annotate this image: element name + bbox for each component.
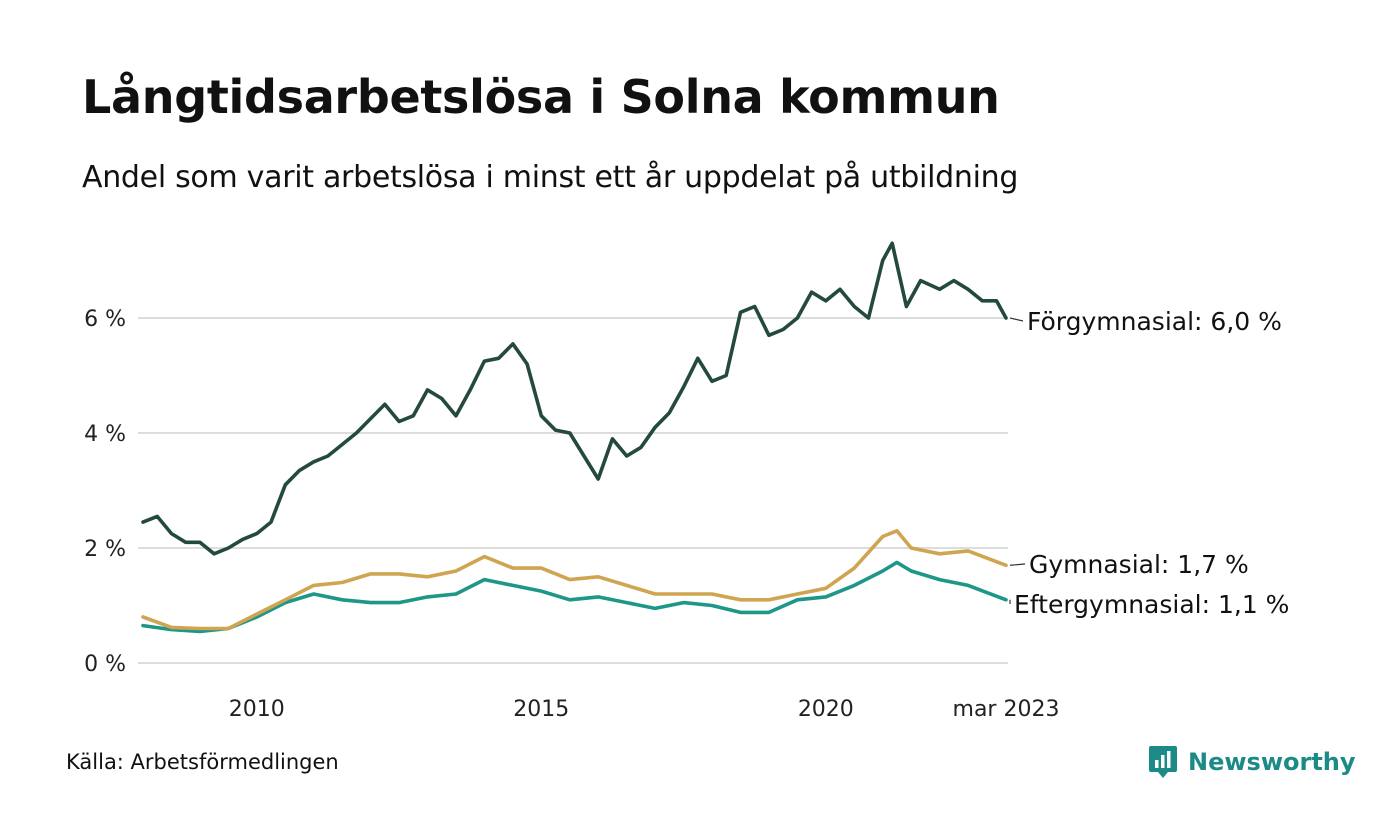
- x-tick-label: 2020: [798, 697, 854, 722]
- source-note: Källa: Arbetsförmedlingen: [66, 750, 339, 774]
- y-axis-ticks: 0 % 2 % 4 % 6 %: [84, 307, 126, 677]
- chart-title: Långtidsarbetslösa i Solna kommun: [82, 70, 1000, 124]
- series-end-labels: Eftergymnasial: 1,1 % Gymnasial: 1,7 % För…: [1009, 307, 1289, 619]
- x-axis-ticks: 2010 2015 2020 mar 2023: [229, 697, 1060, 722]
- x-tick-label: 2010: [229, 697, 285, 722]
- series-line-eftergymnasial: [141, 560, 1008, 634]
- label-leader: [1009, 563, 1026, 566]
- x-tick-label: 2015: [513, 697, 569, 722]
- y-tick-label: 6 %: [84, 307, 126, 332]
- x-tick-label: mar 2023: [953, 697, 1060, 722]
- gridlines: [138, 317, 1008, 664]
- y-tick-label: 4 %: [84, 422, 126, 447]
- brand-name: Newsworthy: [1188, 748, 1356, 776]
- chart-subtitle: Andel som varit arbetslösa i minst ett å…: [82, 160, 1019, 195]
- newsworthy-logo[interactable]: Newsworthy: [1148, 744, 1356, 780]
- series-end-label: Eftergymnasial: 1,1 %: [1014, 590, 1289, 619]
- bar-chart-icon: [1149, 746, 1177, 778]
- series-lines: [141, 241, 1008, 634]
- label-leader: [1009, 317, 1024, 322]
- series-line-gymnasial: [141, 529, 1008, 631]
- series-end-label: Gymnasial: 1,7 %: [1029, 550, 1249, 579]
- y-tick-label: 0 %: [84, 652, 126, 677]
- series-line-förgymnasial: [141, 241, 1008, 556]
- y-tick-label: 2 %: [84, 537, 126, 562]
- series-end-label: Förgymnasial: 6,0 %: [1027, 307, 1282, 336]
